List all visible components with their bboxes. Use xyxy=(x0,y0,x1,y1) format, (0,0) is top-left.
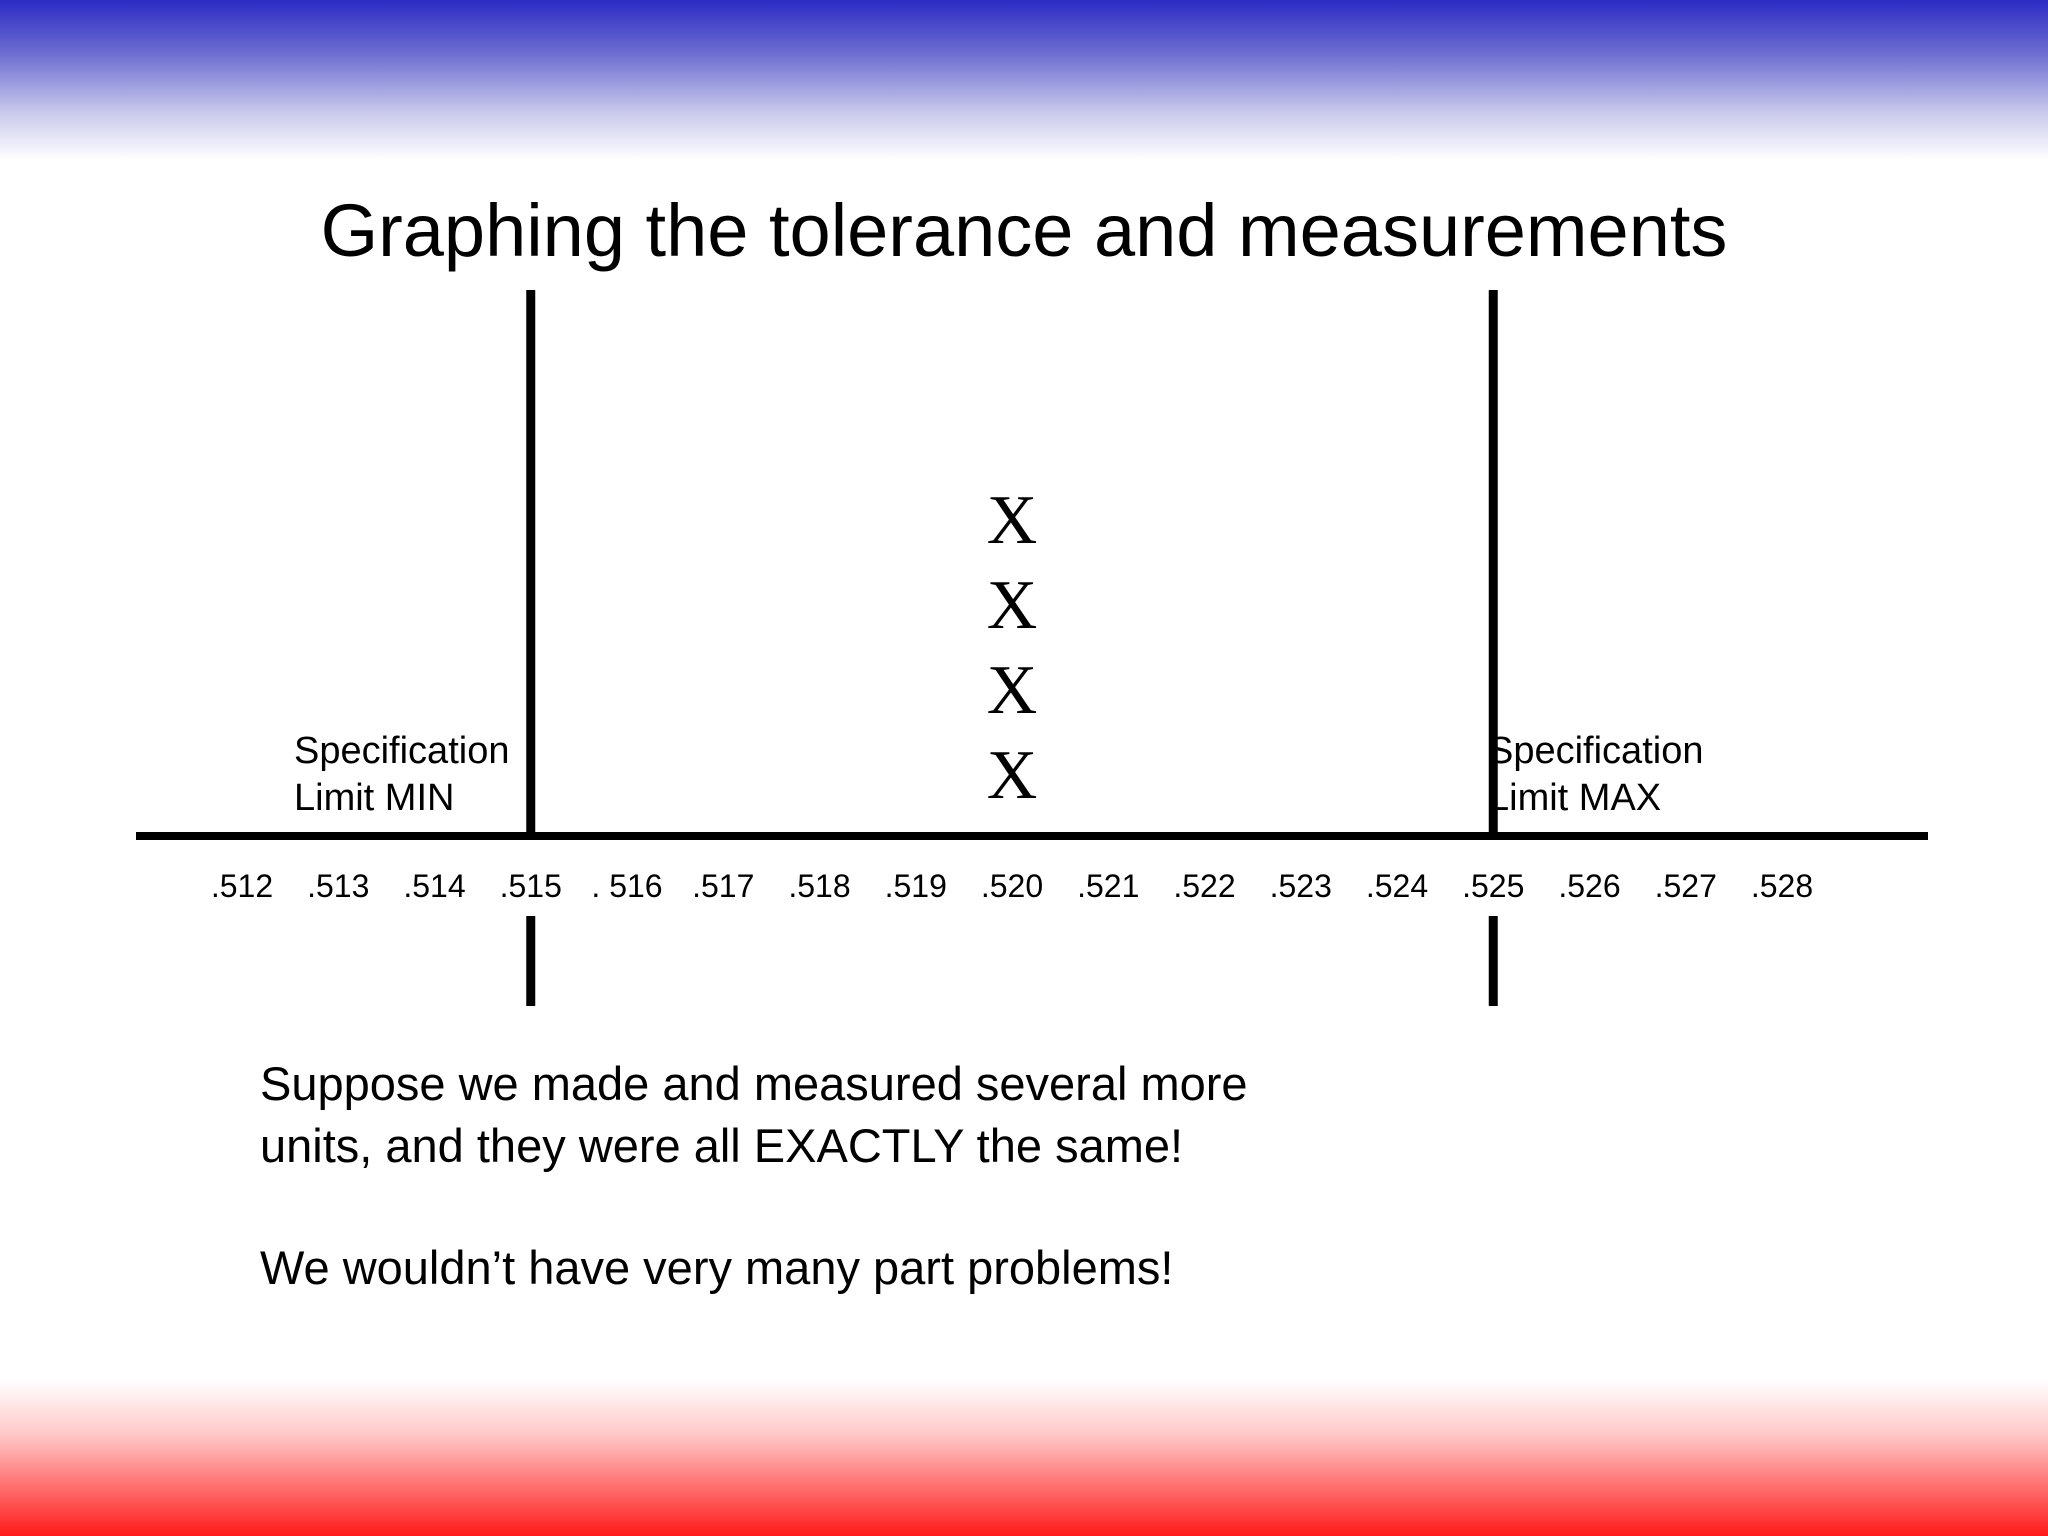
measurement-marker: X xyxy=(987,482,1038,559)
spec-max-line1: Specification xyxy=(1488,730,1704,772)
tick-label: .521 xyxy=(1077,868,1139,904)
tick-label: .526 xyxy=(1558,868,1620,904)
slide-title: Graphing the tolerance and measurements xyxy=(320,189,1728,272)
tick-label: .527 xyxy=(1655,868,1717,904)
tick-label: .519 xyxy=(885,868,947,904)
tick-label: .522 xyxy=(1173,868,1235,904)
measurement-marker: X xyxy=(987,567,1038,644)
tick-label: .512 xyxy=(211,868,273,904)
explanation-paragraph: Suppose we made and measured several mor… xyxy=(260,1053,1248,1177)
top-gradient-band xyxy=(0,0,2048,160)
conclusion-paragraph: We wouldn’t have very many part problems… xyxy=(260,1241,1174,1294)
spec-max-line2: Limit MAX xyxy=(1488,777,1662,819)
measurement-marker: X xyxy=(987,737,1038,814)
tick-label: .517 xyxy=(692,868,754,904)
explanation-line2: units, and they were all EXACTLY the sam… xyxy=(260,1119,1184,1172)
bottom-gradient-band xyxy=(0,1380,2048,1536)
tick-label: .513 xyxy=(307,868,369,904)
tick-label: .523 xyxy=(1270,868,1332,904)
tick-label: .520 xyxy=(981,868,1043,904)
spec-min-line2: Limit MIN xyxy=(294,777,455,819)
tick-label: .524 xyxy=(1366,868,1428,904)
tick-label: .518 xyxy=(788,868,850,904)
tick-label: .515 xyxy=(500,868,562,904)
tick-label: . 516 xyxy=(591,868,662,904)
tick-label: .528 xyxy=(1751,868,1813,904)
spec-min-line1: Specification xyxy=(294,730,510,772)
explanation-line1: Suppose we made and measured several mor… xyxy=(260,1057,1248,1110)
tick-label: .525 xyxy=(1462,868,1524,904)
tick-label: .514 xyxy=(403,868,465,904)
spec-limit-min-label: Specification Limit MIN xyxy=(294,728,509,822)
spec-limit-max-label: Specification Limit MAX xyxy=(1488,728,1703,822)
measurement-marker: X xyxy=(987,652,1038,729)
